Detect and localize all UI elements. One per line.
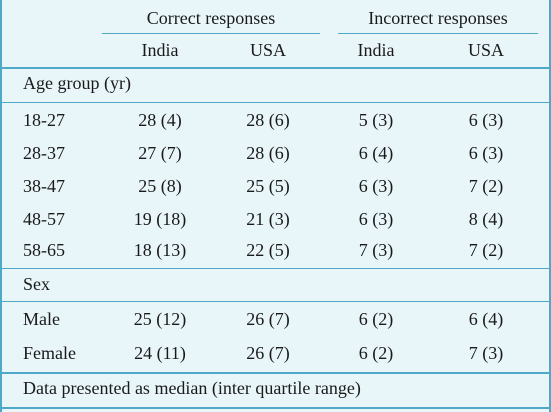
row-label: Male	[23, 309, 60, 329]
header-group-correct: Correct responses	[146, 8, 276, 28]
row-label: Female	[23, 343, 76, 363]
table-cell: 6 (2)	[358, 343, 394, 363]
table-cell: 7 (3)	[468, 343, 504, 363]
table-cell: 24 (11)	[134, 343, 186, 363]
table-cell: 25 (12)	[133, 309, 187, 329]
table-footnote: Data presented as median (inter quartile…	[23, 378, 361, 398]
table-cell: 6 (2)	[358, 309, 394, 329]
section-end-rule-age-group	[2, 268, 549, 269]
table-cell: 6 (3)	[358, 209, 394, 229]
table-cell: 6 (3)	[468, 110, 504, 130]
section-title-sex: Sex	[23, 274, 50, 294]
header-group-rule-incorrect	[338, 33, 538, 34]
table-cell: 18 (13)	[133, 240, 187, 260]
section-title-age-group: Age group (yr)	[23, 73, 131, 93]
table-cell: 19 (18)	[133, 209, 187, 229]
header-bottom-rule	[2, 67, 549, 69]
row-label: 58-65	[23, 240, 65, 260]
table-cell: 8 (4)	[468, 209, 504, 229]
section-rule-age-group	[2, 102, 549, 103]
row-label: 38-47	[23, 176, 65, 196]
row-label: 48-57	[23, 209, 65, 229]
row-label: 28-37	[23, 143, 65, 163]
row-label: 18-27	[23, 110, 65, 130]
column-header-india-incorrect: India	[357, 40, 395, 60]
table-cell: 6 (3)	[358, 176, 394, 196]
table-cell: 26 (7)	[246, 309, 290, 329]
table-cell: 7 (2)	[468, 176, 504, 196]
column-header-usa-incorrect: USA	[467, 40, 504, 60]
table-cell: 6 (4)	[468, 309, 504, 329]
table-cell: 7 (3)	[358, 240, 394, 260]
table-cell: 28 (4)	[138, 110, 182, 130]
column-header-usa-correct: USA	[249, 40, 286, 60]
table-cell: 28 (6)	[246, 143, 290, 163]
table-cell: 6 (4)	[358, 143, 394, 163]
table-bottom-rule	[2, 407, 549, 409]
table-cell: 25 (5)	[246, 176, 290, 196]
table-cell: 22 (5)	[246, 240, 290, 260]
table-cell: 27 (7)	[138, 143, 182, 163]
body-bottom-rule	[2, 372, 549, 374]
table-cell: 21 (3)	[246, 209, 290, 229]
table-cell: 25 (8)	[138, 176, 182, 196]
table-cell: 6 (3)	[468, 143, 504, 163]
column-header-india-correct: India	[141, 40, 179, 60]
table-cell: 5 (3)	[358, 110, 394, 130]
header-group-rule-correct	[102, 33, 320, 34]
table-cell: 7 (2)	[468, 240, 504, 260]
table-cell: 26 (7)	[246, 343, 290, 363]
table-cell: 28 (6)	[246, 110, 290, 130]
section-rule-sex	[2, 301, 549, 302]
header-group-incorrect: Incorrect responses	[368, 8, 508, 28]
